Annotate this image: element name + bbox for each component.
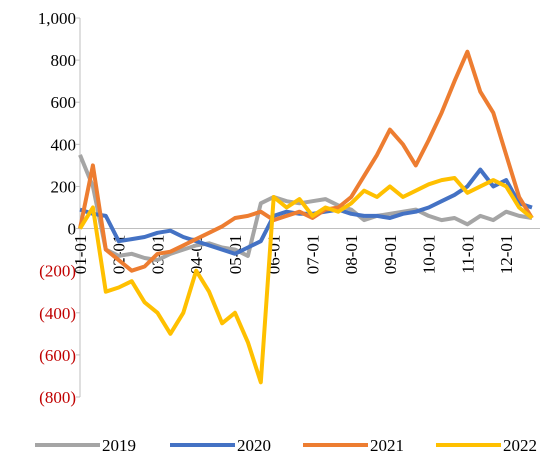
legend-label: 2020 [237, 436, 271, 455]
y-tick-label: 0 [68, 220, 77, 239]
x-tick-label: 08-01 [342, 235, 361, 275]
x-tick-label: 07-01 [303, 235, 322, 275]
y-tick-label: (200) [39, 262, 76, 281]
x-tick-label: 09-01 [381, 235, 400, 275]
y-tick-label: (600) [39, 346, 76, 365]
y-tick-label: 400 [51, 135, 77, 154]
y-tick-label: 800 [51, 51, 77, 70]
series-line [78, 154, 533, 263]
y-tick-label: 200 [51, 177, 77, 196]
x-tick-label: 01-01 [71, 235, 90, 275]
legend-label: 2022 [503, 436, 537, 455]
y-tick-label: 600 [51, 93, 77, 112]
legend-label: 2019 [102, 436, 136, 455]
y-tick-label: 1,000 [38, 9, 76, 28]
y-tick-label: (800) [39, 388, 76, 407]
x-tick-label: 11-01 [458, 235, 477, 274]
x-tick-label: 10-01 [420, 235, 439, 275]
series-line [78, 49, 534, 273]
series-line [78, 176, 534, 385]
legend-label: 2021 [370, 436, 404, 455]
x-tick-label: 12-01 [497, 235, 516, 275]
y-tick-label: (400) [39, 304, 76, 323]
